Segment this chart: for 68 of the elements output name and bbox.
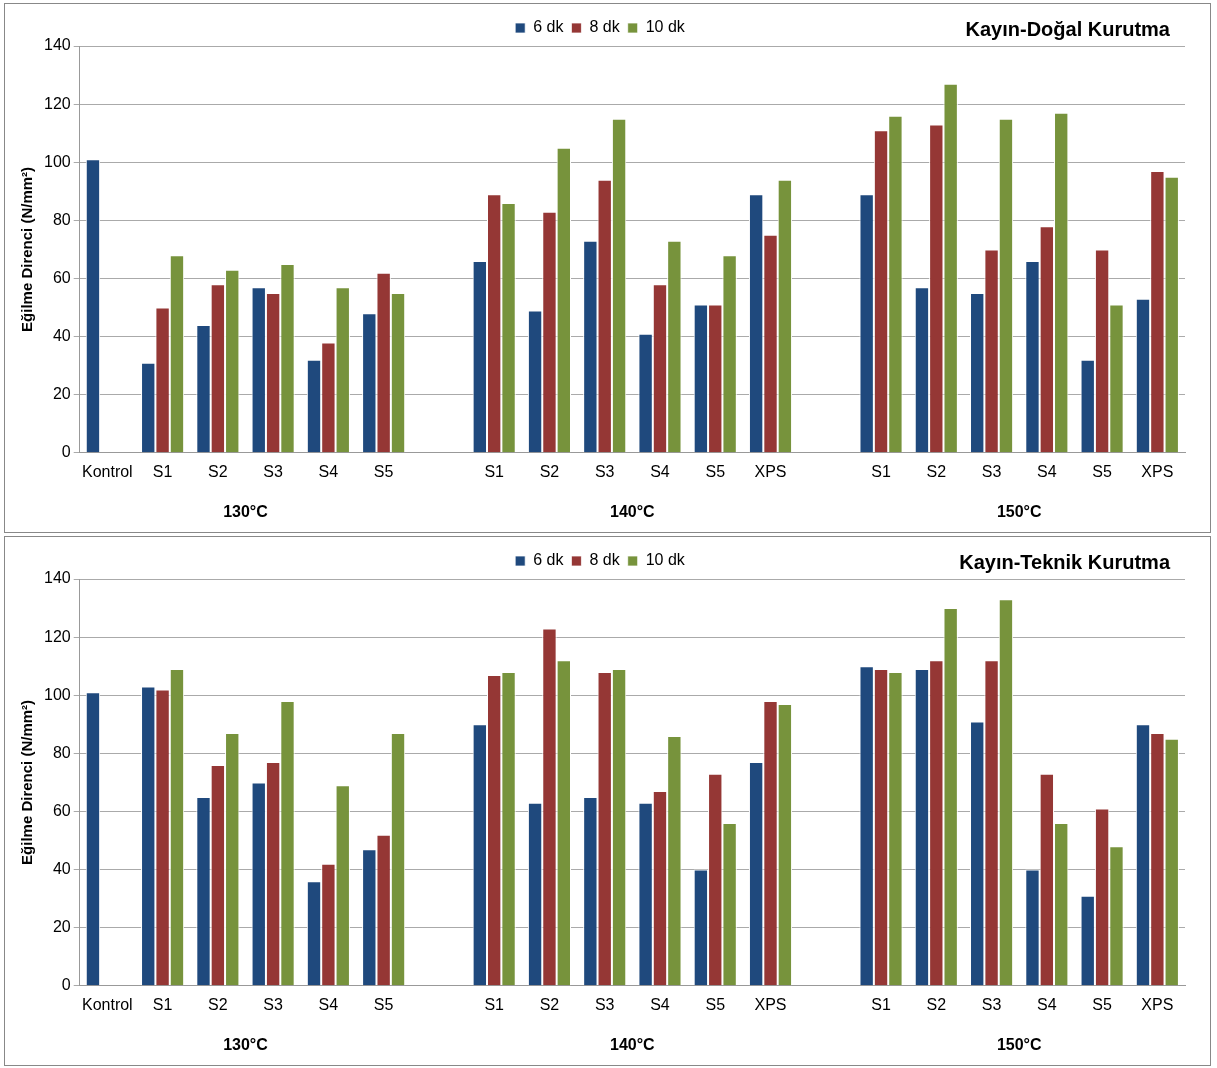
x-tick-label: S4	[1037, 462, 1057, 480]
x-tick-label: S4	[1037, 995, 1057, 1013]
x-tick-label: XPS	[754, 462, 787, 480]
y-tick-label: 80	[52, 210, 71, 228]
y-tick-label: 120	[43, 94, 71, 112]
x-tick-label: S1	[484, 995, 505, 1013]
y-tick-label: 60	[52, 801, 71, 819]
x-tick-label: S2	[208, 995, 228, 1013]
chart-title: Kayın-Teknik Kurutma	[959, 551, 1170, 574]
legend-label: 6 dk	[533, 551, 565, 569]
x-tick-label: S5	[1092, 462, 1112, 480]
x-tick-label: S3	[981, 462, 1002, 480]
x-tick-label: S2	[926, 995, 947, 1013]
x-tick-label: Kontrol	[81, 995, 133, 1013]
x-tick-label: S4	[650, 462, 670, 480]
x-tick-label: S5	[373, 462, 394, 480]
text: 130°C	[223, 503, 269, 521]
x-tick-label: S1	[152, 462, 173, 480]
y-tick-label: 100	[43, 152, 71, 170]
chart-title: Kayın-Doğal Kurutma	[965, 18, 1170, 41]
x-tick-label: S5	[1092, 995, 1112, 1013]
x-tick-label: S4	[318, 462, 339, 480]
x-tick-label: S3	[594, 462, 615, 480]
x-tick-label: XPS	[1141, 995, 1174, 1013]
y-tick-label: 20	[52, 385, 71, 403]
y-axis-title: Eğilme Direnci (N/mm²)	[18, 166, 36, 332]
x-tick-label: S1	[152, 995, 173, 1013]
y-tick-label: 0	[61, 443, 71, 461]
x-tick-label: S3	[594, 995, 615, 1013]
legend-label: 8 dk	[589, 18, 621, 36]
x-tick-label: S3	[263, 995, 284, 1013]
x-tick-label: S1	[871, 462, 891, 480]
x-tick-label: XPS	[1141, 462, 1174, 480]
x-tick-label: S2	[926, 462, 947, 480]
x-tick-label: S4	[318, 995, 339, 1013]
x-tick-label: S2	[539, 995, 560, 1013]
x-tick-label: S5	[705, 462, 726, 480]
y-tick-label: 0	[61, 976, 71, 994]
legend-label: 6 dk	[533, 18, 565, 36]
x-tick-label: S2	[208, 462, 228, 480]
x-tick-label: S3	[981, 995, 1002, 1013]
y-tick-label: 120	[43, 627, 71, 645]
text: 140°C	[610, 1036, 656, 1054]
y-tick-label: 80	[52, 743, 71, 761]
x-tick-label: S1	[871, 995, 891, 1013]
x-tick-label: S5	[373, 995, 394, 1013]
text: 150°C	[996, 1036, 1042, 1054]
legend-label: 10 dk	[645, 551, 686, 569]
y-axis-title: Eğilme Direnci (N/mm²)	[18, 699, 36, 865]
y-tick-label: 100	[43, 685, 71, 703]
y-tick-label: 140	[43, 569, 71, 587]
y-tick-label: 40	[52, 326, 71, 344]
y-tick-label: 140	[43, 36, 71, 54]
x-tick-label: S1	[484, 462, 505, 480]
x-tick-label: XPS	[754, 995, 787, 1013]
y-tick-label: 60	[52, 268, 71, 286]
text: 150°C	[996, 503, 1042, 521]
y-tick-label: 20	[52, 918, 71, 936]
legend-label: 8 dk	[589, 551, 621, 569]
y-tick-label: 40	[52, 859, 71, 877]
text: 140°C	[610, 503, 656, 521]
x-tick-label: S3	[263, 462, 284, 480]
x-tick-label: S4	[650, 995, 670, 1013]
x-tick-label: S5	[705, 995, 726, 1013]
x-tick-label: S2	[539, 462, 560, 480]
legend-label: 10 dk	[645, 18, 686, 36]
text: 130°C	[223, 1036, 269, 1054]
x-tick-label: Kontrol	[81, 462, 133, 480]
